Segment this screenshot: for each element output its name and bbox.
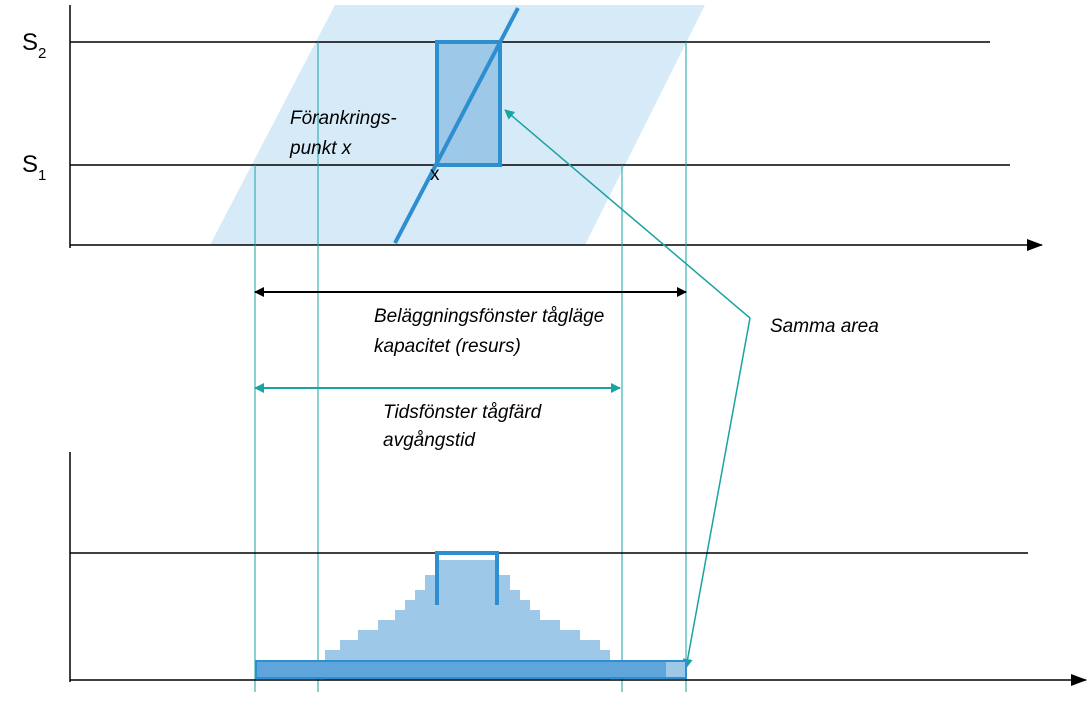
s2-label: S2: [22, 29, 46, 62]
anchor-label: punkt x: [289, 138, 353, 159]
time-label: Tidsfönster tågfärd: [383, 402, 543, 423]
same-area-arrows: [504, 109, 751, 669]
same-area-label: Samma area: [770, 316, 879, 337]
anchor-label: Förankrings-: [290, 108, 397, 129]
occupancy-label: Beläggningsfönster tågläge: [374, 306, 604, 327]
occupancy-label: kapacitet (resurs): [374, 336, 521, 357]
anchor-mark: x: [430, 164, 440, 185]
spread-bar-end: [666, 662, 685, 677]
time-label: avgångstid: [383, 430, 476, 451]
spread-bar: [255, 660, 687, 679]
distribution: [325, 560, 610, 680]
train-path: [393, 7, 520, 244]
peak-rect: [435, 551, 499, 605]
s1-label: S1: [22, 151, 46, 184]
